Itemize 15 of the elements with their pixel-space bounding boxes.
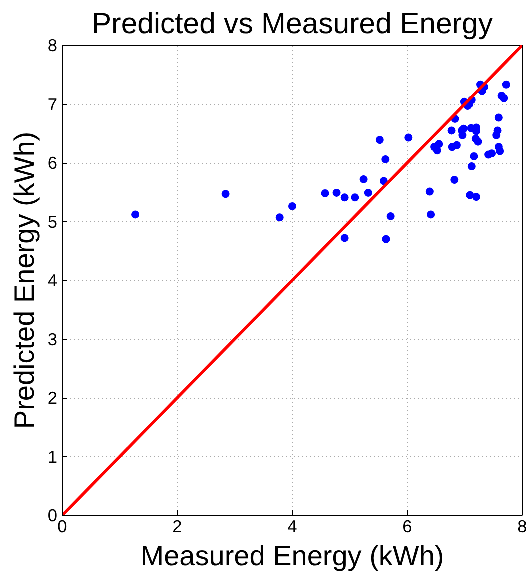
y-tick-label: 3 <box>48 329 58 350</box>
x-axis-title: Measured Energy (kWh) <box>140 540 444 572</box>
x-tick-label: 2 <box>172 516 182 536</box>
y-tick-label: 8 <box>48 36 58 56</box>
y-tick-label: 2 <box>48 388 58 408</box>
y-tick-label: 4 <box>48 270 58 290</box>
y-axis-title: Predicted Energy (kWh) <box>8 132 40 430</box>
x-tick-label: 6 <box>402 516 412 536</box>
y-tick-label: 7 <box>48 94 58 114</box>
x-tick-label: 4 <box>288 516 298 536</box>
y-tick-label: 6 <box>48 153 58 173</box>
y-tick-label: 5 <box>48 212 58 232</box>
y-tick-label: 1 <box>48 446 58 467</box>
chart-title: Predicted vs Measured Energy <box>92 8 494 40</box>
x-tick-label: 8 <box>518 516 528 536</box>
